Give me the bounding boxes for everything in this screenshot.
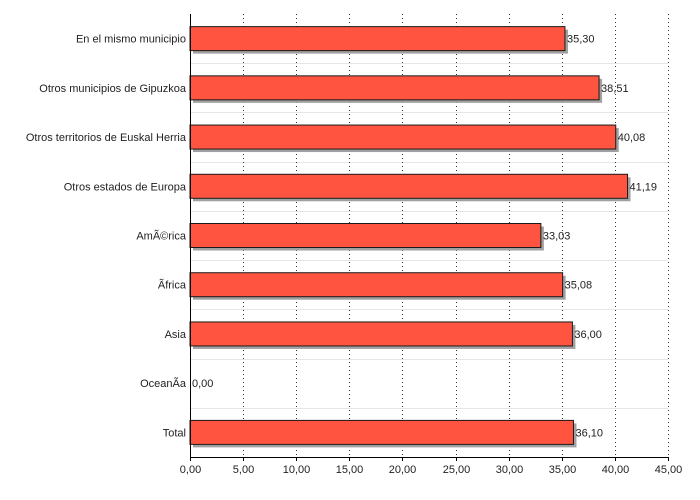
- category-label: Ãfrica: [158, 279, 187, 292]
- bar: [189, 419, 574, 445]
- axes: [190, 14, 669, 458]
- row-separators: [190, 63, 668, 409]
- value-label: 41,19: [630, 181, 658, 193]
- bar: [189, 26, 566, 52]
- x-tick-label: 40,00: [602, 464, 630, 476]
- bar: [189, 321, 573, 347]
- x-tick-label: 30,00: [496, 464, 524, 476]
- value-label: 40,08: [618, 132, 646, 144]
- x-tick-label: 35,00: [549, 464, 577, 476]
- bar: [189, 124, 617, 150]
- category-label: Total: [163, 427, 186, 439]
- category-label: Asia: [165, 329, 187, 341]
- category-label: Otros territorios de Euskal Herria: [26, 132, 187, 144]
- value-label: 36,10: [575, 427, 603, 439]
- x-tick-label: 0,00: [180, 464, 201, 476]
- x-tick-label: 5,00: [233, 464, 254, 476]
- x-tick-label: 15,00: [336, 464, 364, 476]
- category-label: Otros estados de Europa: [64, 181, 187, 193]
- value-label: 35,30: [567, 34, 595, 46]
- bar: [189, 272, 564, 298]
- x-tick-label: 10,00: [283, 464, 311, 476]
- value-label: 35,08: [565, 280, 593, 292]
- x-tick-label: 20,00: [389, 464, 417, 476]
- category-labels: En el mismo municipio Otros municipios de…: [26, 34, 187, 440]
- value-label: 0,00: [192, 378, 213, 390]
- category-label: En el mismo municipio: [76, 34, 186, 46]
- bar: [189, 75, 600, 101]
- x-ticks: 0,00 5,00 10,00 15,00 20,00 25,00 30,00 35,00 40…: [180, 457, 682, 476]
- value-label: 38,51: [601, 83, 629, 95]
- bars: [189, 26, 631, 448]
- category-label: AmÃ©rica: [136, 230, 187, 243]
- category-label: OceanÃ­a: [140, 377, 187, 390]
- value-labels: 35,30 38,51 40,08 41,19 33,03 35,08 36,00 0,00 3…: [192, 34, 657, 440]
- x-tick-label: 45,00: [655, 464, 683, 476]
- value-label: 33,03: [543, 231, 571, 243]
- x-tick-label: 25,00: [443, 464, 471, 476]
- value-label: 36,00: [574, 329, 602, 341]
- category-label: Otros municipios de Gipuzkoa: [39, 83, 187, 95]
- bar: [189, 223, 542, 248]
- bar: [189, 173, 629, 199]
